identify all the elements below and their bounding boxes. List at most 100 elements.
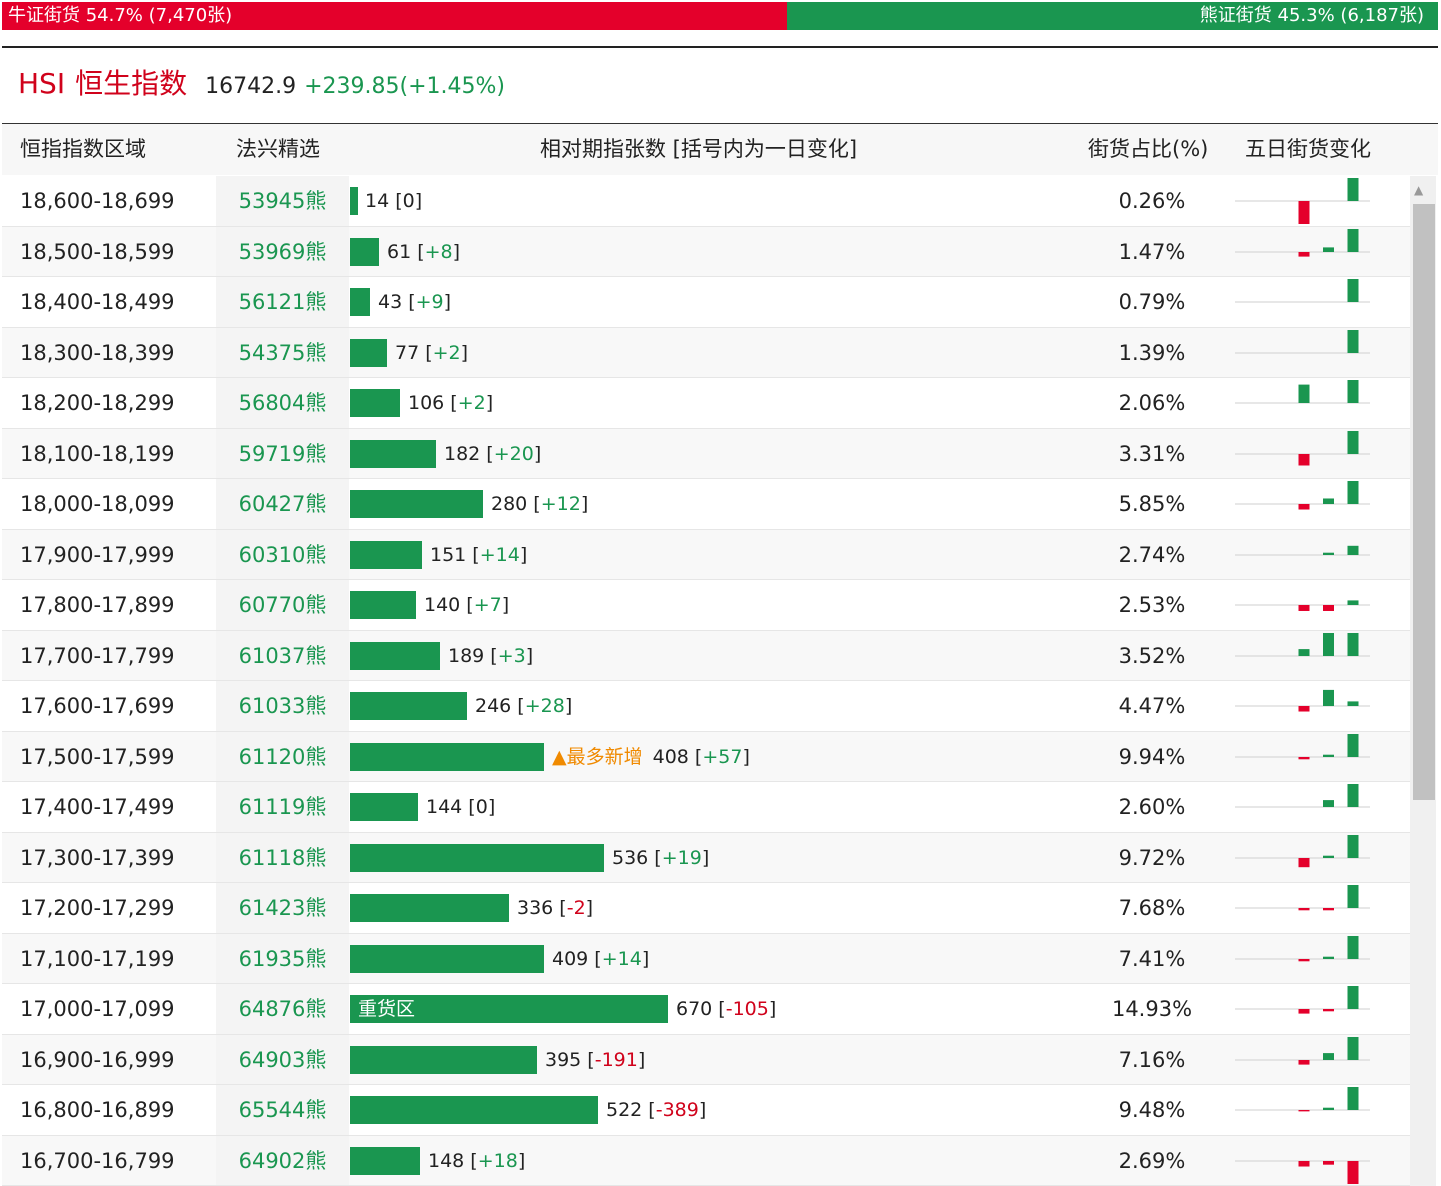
table-row: 18,500-18,599 53969熊 61 [+8] 1.47% [2,226,1410,277]
index-name[interactable]: 恒生指数 [75,67,188,100]
range-cell: 18,600-18,699 [20,189,175,213]
sparkline-bar [1347,935,1359,959]
pick-link[interactable]: 61118熊 [216,832,349,882]
scroll-up-icon[interactable]: ▲ [1414,183,1424,197]
pick-link[interactable]: 64876熊 [216,984,349,1034]
count-value: 395 [545,1048,582,1071]
count-bar-cell: 61 [+8] [350,227,1050,277]
five-day-sparkline [1235,883,1383,933]
table-row: 18,200-18,299 56804熊 106 [+2] 2.06% [2,378,1410,429]
sparkline-bar [1298,251,1310,257]
share-pct: 3.31% [1118,441,1186,466]
count-bar-cell: 395 [-191] [350,1035,1050,1085]
sparkline-bar [1298,706,1310,712]
count-bar [350,742,544,771]
sparkline-bar [1347,380,1359,403]
sparkline-bar [1323,632,1334,656]
count-label: 140 [+7] [424,594,510,616]
count-bar-cell: 14 [0] [350,176,1050,226]
share-pct: 9.72% [1118,845,1186,870]
pick-link[interactable]: 60310熊 [216,529,349,579]
delta-value: -105 [725,998,769,1020]
sparkline-bar [1347,986,1359,1009]
share-pct: 3.52% [1118,643,1186,668]
table-row: 16,700-16,799 64902熊 148 [+18] 2.69% [2,1135,1410,1186]
pick-link[interactable]: 64902熊 [216,1135,349,1185]
count-label: 43 [+9] [378,291,452,313]
delta-value: +7 [473,594,502,616]
range-cell: 16,900-16,999 [20,1047,175,1072]
pick-link[interactable]: 64903熊 [216,1034,349,1084]
delta-value: +9 [415,291,444,313]
range-cell: 18,200-18,299 [20,391,175,415]
pick-link[interactable]: 61120熊 [216,731,349,781]
sparkline-bar [1347,228,1359,252]
share-pct: 9.48% [1118,1098,1186,1122]
sparkline-bar [1298,908,1310,911]
count-bar-cell: 280 [+12] [350,479,1050,529]
pick-link[interactable]: 61423熊 [216,883,349,933]
pick-link[interactable]: 54375熊 [216,327,349,377]
count-value: 246 [475,695,512,717]
pick-link[interactable]: 56804熊 [216,378,349,428]
sparkline-bar [1347,632,1359,656]
sparkline-chart [1235,834,1383,867]
sparkline-chart [1235,1036,1383,1078]
count-value: 336 [517,897,554,919]
sparkline-chart [1235,784,1370,808]
sparkline-bar [1323,1160,1334,1165]
range-cell: 18,400-18,499 [20,290,175,314]
count-label: 144 [0] [426,796,496,818]
bear-share-label: 熊证街货 45.3% (6,187张) [1199,5,1424,26]
count-bar-cell: 182 [+20] [350,429,1050,479]
pick-link[interactable]: 61037熊 [216,630,349,680]
pick-link[interactable]: 60427熊 [216,479,349,529]
five-day-sparkline [1235,176,1370,226]
pick-link[interactable]: 61033熊 [216,681,349,731]
five-day-sparkline [1235,1085,1383,1135]
count-value: 182 [444,442,481,465]
table-row: 17,100-17,199 61935熊 409 [+14] 7.41% [2,933,1410,984]
sparkline-bar [1323,956,1334,959]
index-code[interactable]: HSI [18,67,66,100]
scrollbar-thumb[interactable] [1413,204,1435,800]
pick-link[interactable]: 59719熊 [216,428,349,478]
sparkline-bar [1347,430,1359,454]
share-pct: 2.06% [1118,391,1186,415]
five-day-sparkline [1235,328,1383,378]
table-row: 17,900-17,999 60310熊 151 [+14] 2.74% [2,529,1410,580]
pick-link[interactable]: 65544熊 [216,1085,349,1135]
sparkline-bar [1323,855,1334,858]
table-row: 17,600-17,699 61033熊 246 [+28] 4.47% [2,681,1410,732]
five-day-sparkline [1235,782,1370,832]
share-pct: 1.39% [1118,340,1186,365]
sparkline-chart [1235,228,1383,257]
range-cell: 17,700-17,799 [20,643,175,668]
sparkline-bar [1323,689,1334,706]
pick-link[interactable]: 61119熊 [216,782,349,832]
sparkline-bar [1298,1160,1310,1167]
sparkline-bar [1298,504,1310,510]
delta-value: +57 [702,745,743,768]
count-bar-cell: ▲最多新增 408 [+57] [350,732,1050,782]
pick-link[interactable]: 60770熊 [216,580,349,630]
delta-value: 0 [402,190,415,212]
sparkline-chart [1235,178,1370,224]
count-label: 246 [+28] [475,695,573,717]
pick-link[interactable]: 53969熊 [216,226,349,276]
five-day-sparkline [1235,580,1383,630]
count-value: 408 [652,745,689,768]
table-row: 17,400-17,499 61119熊 144 [0] 2.60% [2,782,1410,833]
sparkline-bar [1347,834,1359,858]
five-day-sparkline [1235,429,1383,479]
range-cell: 17,800-17,899 [20,593,175,617]
delta-value: +20 [493,442,534,465]
sparkline-bar [1298,1110,1310,1112]
pick-link[interactable]: 53945熊 [216,176,349,226]
count-bar [350,591,416,619]
sparkline-bar [1347,329,1359,353]
sparkline-chart [1235,632,1383,656]
pick-link[interactable]: 56121熊 [216,277,349,327]
count-label: 670 [-105] [676,998,777,1020]
pick-link[interactable]: 61935熊 [216,933,349,983]
